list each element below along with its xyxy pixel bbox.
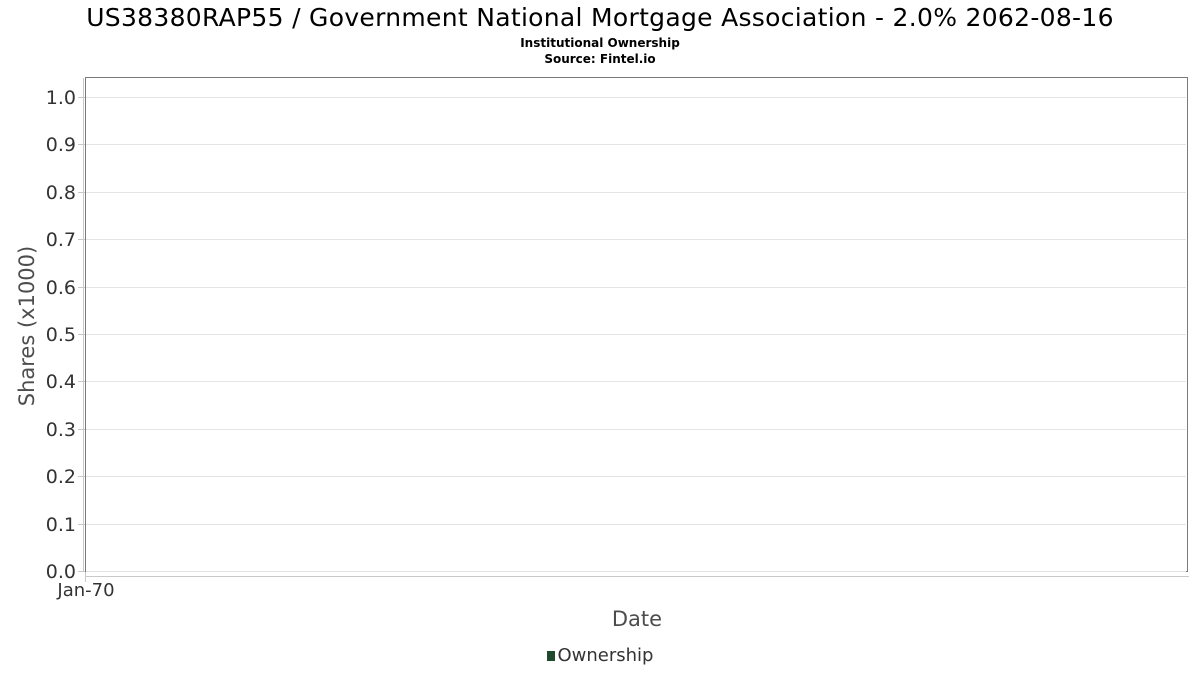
chart-title: US38380RAP55 / Government National Mortg… xyxy=(86,3,1114,32)
gridline xyxy=(86,97,1186,98)
x-axis-line xyxy=(85,576,1189,577)
y-tick-label: 0.2 xyxy=(45,466,76,489)
y-tick-label: 0.6 xyxy=(45,276,76,299)
legend-marker-icon xyxy=(546,650,555,661)
y-tick-mark xyxy=(78,97,86,98)
y-tick-label: 0.5 xyxy=(45,324,76,346)
gridline xyxy=(86,334,1186,335)
gridline xyxy=(86,523,1186,525)
gridline xyxy=(86,381,1186,383)
x-tick-label: Jan-70 xyxy=(57,580,115,601)
x-tick-mark xyxy=(85,572,86,582)
y-tick-mark xyxy=(78,191,86,193)
y-axis-line xyxy=(83,78,84,572)
gridline xyxy=(86,191,1186,193)
y-tick-label: 0.3 xyxy=(45,418,76,441)
plot-area xyxy=(86,78,1186,572)
x-axis-title: Date xyxy=(611,607,663,631)
gridline xyxy=(86,428,1186,430)
y-tick-mark xyxy=(78,144,86,146)
y-tick-label: 0.8 xyxy=(45,181,76,204)
chart-subtitle: Institutional Ownership xyxy=(520,36,680,50)
y-tick-label: 0.4 xyxy=(45,371,76,394)
gridline xyxy=(86,286,1186,288)
gridline xyxy=(86,571,1186,572)
legend-label: Ownership xyxy=(557,645,654,666)
y-tick-label: 1.0 xyxy=(45,87,76,109)
legend-item-ownership[interactable]: Ownership xyxy=(546,645,654,666)
y-tick-mark xyxy=(78,571,86,572)
gridline xyxy=(86,476,1186,478)
y-tick-label: 0.9 xyxy=(45,134,76,157)
gridline xyxy=(86,144,1186,146)
y-tick-mark xyxy=(78,239,86,241)
gridline xyxy=(86,239,1186,241)
y-tick-label: 0.0 xyxy=(45,561,76,583)
y-tick-mark xyxy=(78,476,86,478)
y-tick-mark xyxy=(78,428,86,430)
y-tick-label: 0.1 xyxy=(45,513,76,536)
y-tick-mark xyxy=(78,523,86,525)
y-tick-mark xyxy=(78,286,86,288)
chart-source-label: Source: Fintel.io xyxy=(544,52,656,66)
legend: Ownership xyxy=(0,645,1200,666)
y-tick-mark xyxy=(78,381,86,383)
y-tick-label: 0.7 xyxy=(45,229,76,252)
y-tick-mark xyxy=(78,334,86,335)
